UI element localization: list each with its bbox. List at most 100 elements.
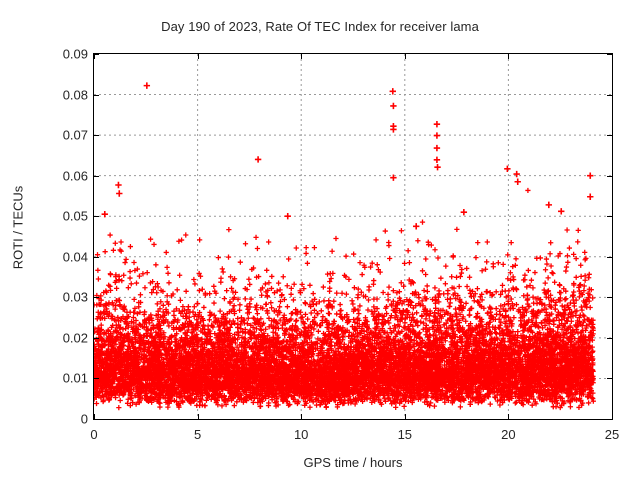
scatter-point bbox=[122, 259, 128, 266]
scatter-point bbox=[219, 403, 225, 409]
scatter-point bbox=[575, 227, 581, 233]
scatter-point bbox=[215, 255, 221, 261]
scatter-point bbox=[247, 281, 253, 288]
scatter-point bbox=[211, 300, 217, 306]
scatter-point bbox=[194, 317, 200, 323]
scatter-point bbox=[438, 275, 444, 281]
scatter-point bbox=[220, 269, 226, 275]
scatter-point bbox=[254, 311, 261, 317]
scatter-point bbox=[163, 249, 169, 256]
scatter-point bbox=[547, 251, 553, 257]
y-tick-label: 0.06 bbox=[62, 168, 88, 184]
scatter-point bbox=[541, 397, 547, 403]
scatter-point bbox=[568, 318, 574, 324]
scatter-point bbox=[351, 285, 357, 291]
scatter-point bbox=[422, 399, 428, 405]
scatter-point bbox=[498, 319, 504, 325]
scatter-point bbox=[435, 255, 441, 261]
scatter-point bbox=[505, 276, 511, 282]
scatter-point bbox=[123, 256, 129, 262]
scatter-point bbox=[107, 232, 113, 238]
y-tick-label: 0.04 bbox=[62, 249, 88, 265]
scatter-point bbox=[248, 322, 254, 328]
scatter-point bbox=[401, 283, 407, 289]
scatter-point bbox=[457, 296, 463, 303]
scatter-point bbox=[505, 252, 511, 258]
scatter-point bbox=[500, 261, 506, 267]
scatter-point bbox=[580, 312, 586, 318]
scatter-point bbox=[275, 334, 281, 340]
data-points bbox=[94, 82, 596, 411]
scatter-point bbox=[127, 243, 134, 250]
scatter-point bbox=[246, 276, 252, 282]
y-tick-label: 0 bbox=[80, 411, 88, 427]
scatter-point bbox=[427, 318, 433, 324]
scatter-point bbox=[374, 262, 380, 268]
scatter-point bbox=[337, 301, 343, 308]
scatter-point bbox=[463, 300, 469, 306]
scatter-point bbox=[578, 262, 584, 268]
scatter-point bbox=[234, 344, 240, 350]
y-tick-label: 0.07 bbox=[62, 127, 88, 143]
scatter-point bbox=[117, 397, 123, 404]
plot-area bbox=[93, 53, 613, 420]
scatter-point bbox=[579, 307, 585, 313]
scatter-point bbox=[288, 291, 294, 297]
scatter-point bbox=[183, 316, 189, 322]
scatter-point bbox=[177, 297, 184, 303]
scatter-point bbox=[544, 261, 550, 267]
scatter-point bbox=[586, 400, 592, 406]
scatter-point bbox=[419, 268, 426, 274]
scatter-point bbox=[131, 259, 137, 266]
scatter-point bbox=[398, 228, 405, 234]
scatter-point bbox=[253, 274, 260, 280]
scatter-point bbox=[211, 283, 217, 289]
scatter-point bbox=[419, 298, 425, 304]
scatter-point bbox=[174, 287, 180, 293]
scatter-point bbox=[475, 240, 481, 246]
scatter-point bbox=[405, 248, 411, 254]
scatter-point bbox=[329, 248, 335, 254]
scatter-point bbox=[253, 326, 260, 332]
scatter-point bbox=[513, 399, 519, 405]
scatter-point bbox=[527, 333, 533, 340]
scatter-point bbox=[358, 289, 364, 295]
scatter-point bbox=[326, 311, 332, 317]
scatter-point bbox=[225, 334, 232, 341]
scatter-point bbox=[457, 404, 463, 410]
scatter-point bbox=[303, 250, 309, 257]
scatter-point bbox=[357, 303, 363, 309]
scatter-point bbox=[371, 304, 377, 310]
scatter-point bbox=[302, 311, 309, 318]
scatter-point bbox=[355, 307, 361, 313]
scatter-point bbox=[231, 402, 237, 409]
scatter-point bbox=[232, 331, 238, 338]
scatter-point bbox=[511, 315, 517, 321]
y-axis-tick-labels: 0 0.01 0.02 0.03 0.04 0.05 0.06 0.07 0.08 0.09 bbox=[0, 0, 88, 480]
scatter-point bbox=[443, 263, 449, 269]
scatter-point bbox=[288, 285, 294, 291]
scatter-point bbox=[543, 256, 550, 262]
scatter-point bbox=[307, 404, 313, 410]
y-tick-label: 0.08 bbox=[62, 87, 88, 103]
scatter-point bbox=[166, 280, 172, 286]
scatter-point bbox=[477, 315, 483, 321]
scatter-point bbox=[116, 405, 122, 411]
scatter-point bbox=[484, 239, 490, 245]
scatter-point bbox=[98, 322, 104, 328]
scatter-point bbox=[525, 187, 531, 194]
scatter-point bbox=[367, 264, 374, 270]
scatter-point bbox=[201, 322, 207, 328]
scatter-point bbox=[548, 263, 554, 269]
scatter-point bbox=[311, 307, 318, 313]
scatter-point bbox=[556, 317, 562, 323]
scatter-point bbox=[431, 403, 438, 409]
scatter-point bbox=[566, 245, 573, 251]
y-tick-label: 0.03 bbox=[62, 289, 88, 305]
y-tick-label: 0.02 bbox=[62, 330, 88, 346]
scatter-point bbox=[583, 255, 589, 261]
scatter-point bbox=[522, 272, 528, 278]
scatter-point bbox=[112, 279, 118, 285]
scatter-point bbox=[173, 336, 179, 342]
scatter-point bbox=[250, 399, 256, 406]
